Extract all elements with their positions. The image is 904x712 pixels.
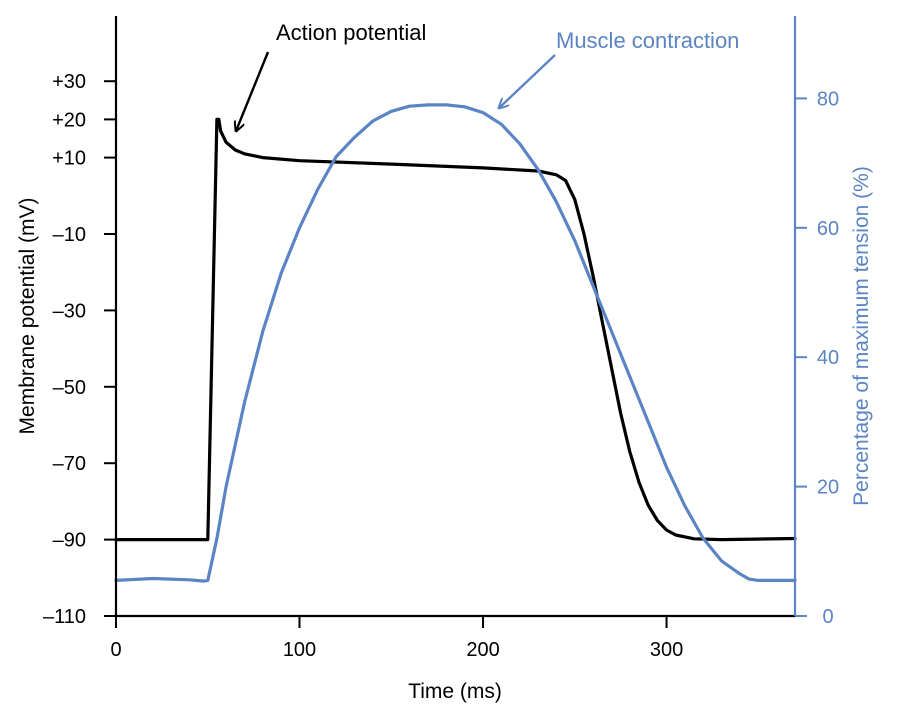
series-muscle-contraction-line <box>114 103 797 583</box>
annotation-action-potential: Action potential <box>276 20 426 45</box>
x-tick-label: 300 <box>650 639 683 661</box>
right-y-ticks: 0 20 40 60 80 <box>795 88 839 628</box>
left-tick-label: –10 <box>53 224 86 246</box>
x-ticks: 0 100 200 300 <box>110 616 683 661</box>
left-tick-label: +20 <box>52 109 86 131</box>
left-y-ticks: +30 +20 +10 –10 –30 –50 –70 –90 –110 <box>43 71 116 628</box>
x-axis-title: Time (ms) <box>408 680 502 703</box>
x-tick-label: 0 <box>110 639 121 661</box>
x-tick-label: 200 <box>466 639 499 661</box>
left-tick-label: –70 <box>53 453 86 475</box>
right-tick-label: 60 <box>817 218 839 240</box>
right-tick-label: 20 <box>817 477 839 499</box>
x-tick-label: 100 <box>283 639 316 661</box>
right-tick-label: 40 <box>817 347 839 369</box>
plot-area <box>114 103 797 583</box>
right-y-axis-title: Percentage of maximum tension (%) <box>850 166 873 506</box>
annotation-arrow-muscle-contraction <box>499 54 556 108</box>
annotation-arrow-action-potential <box>236 51 270 131</box>
left-tick-label: –110 <box>43 606 86 628</box>
left-tick-label: –90 <box>53 530 86 552</box>
left-tick-label: +30 <box>52 71 86 93</box>
left-tick-label: –30 <box>53 300 86 322</box>
series-action-potential-line <box>114 117 797 542</box>
annotation-muscle-contraction: Muscle contraction <box>556 28 739 53</box>
left-tick-label: –50 <box>53 377 86 399</box>
left-tick-label: +10 <box>52 148 86 170</box>
right-tick-label: 80 <box>817 88 839 110</box>
left-y-axis-title: Membrane potential (mV) <box>16 198 39 435</box>
right-tick-label: 0 <box>822 606 833 628</box>
